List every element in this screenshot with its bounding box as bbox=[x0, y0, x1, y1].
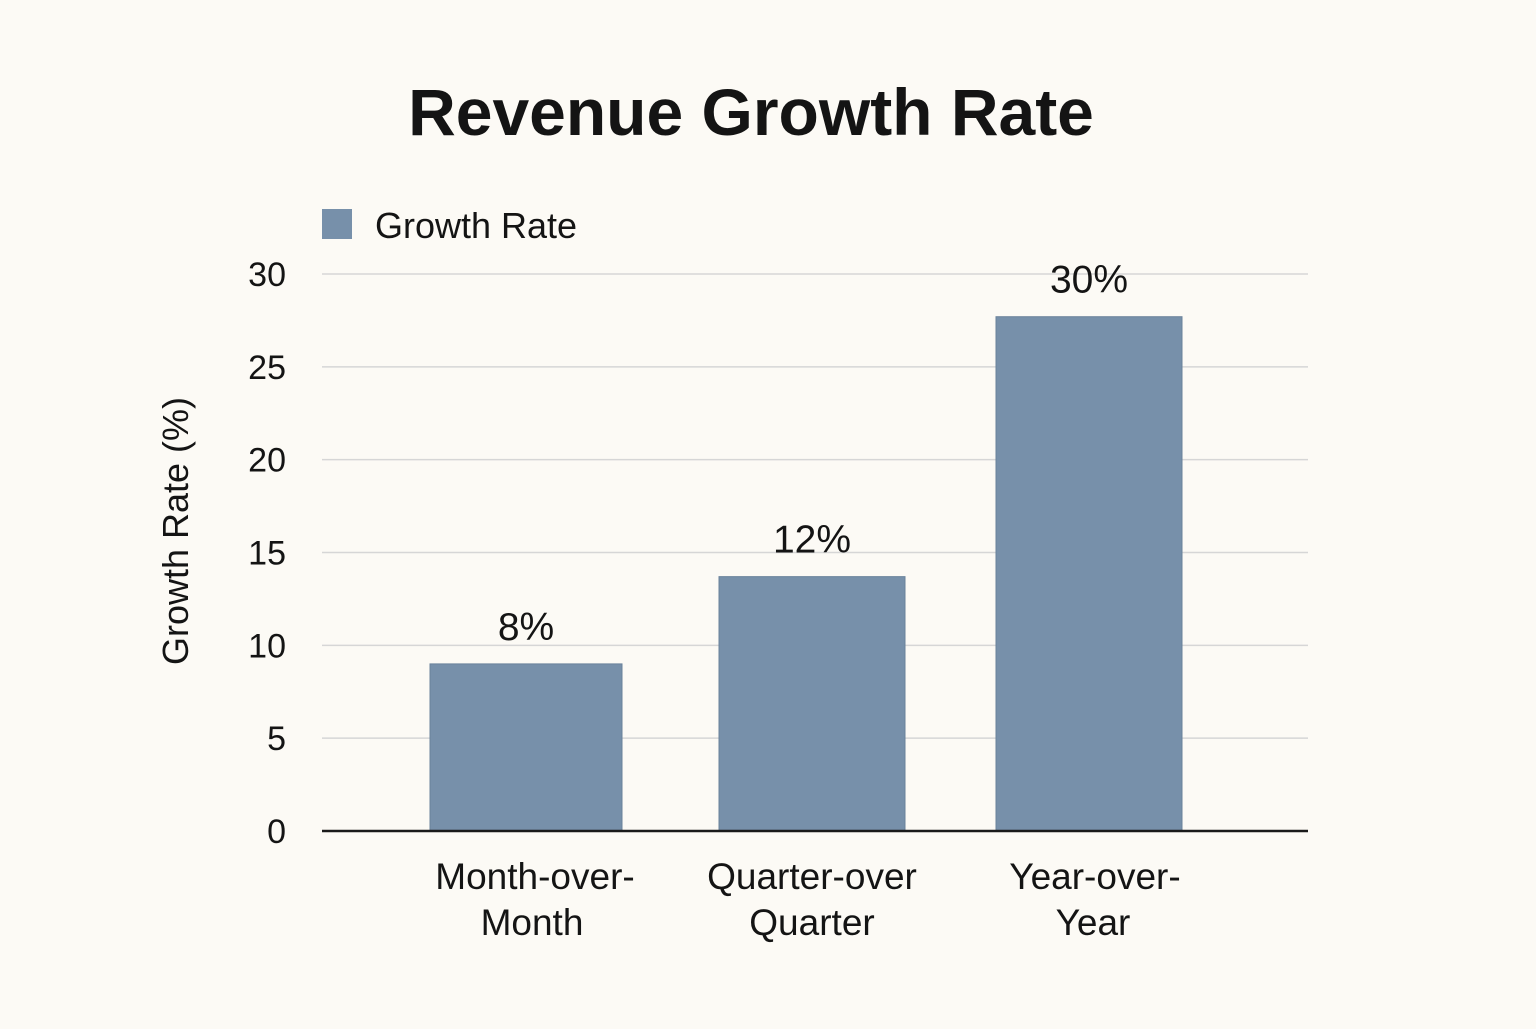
data-label: 12% bbox=[773, 519, 851, 562]
data-label: 30% bbox=[1050, 259, 1128, 302]
bar bbox=[995, 316, 1183, 832]
y-axis-ticks: 0 5 10 15 20 25 30 bbox=[248, 256, 286, 851]
x-tick-label: Month-over- bbox=[435, 856, 634, 897]
y-tick-label: 20 bbox=[248, 442, 286, 480]
y-tick-label: 10 bbox=[248, 627, 286, 665]
x-tick-label: Month bbox=[481, 902, 584, 943]
y-tick-label: 5 bbox=[267, 720, 286, 758]
legend-swatch bbox=[322, 209, 352, 239]
bar bbox=[718, 576, 906, 832]
y-tick-label: 25 bbox=[248, 349, 286, 387]
bar bbox=[429, 663, 623, 832]
y-tick-label: 0 bbox=[267, 813, 286, 851]
x-tick-label: Quarter-over bbox=[707, 856, 917, 897]
y-axis-title: Growth Rate (%) bbox=[155, 397, 196, 665]
x-tick-label: Year bbox=[1056, 902, 1131, 943]
x-tick-label: Year-over- bbox=[1009, 856, 1180, 897]
x-tick-label: Quarter bbox=[749, 902, 874, 943]
data-label: 8% bbox=[498, 606, 554, 649]
y-tick-label: 15 bbox=[248, 535, 286, 573]
legend-label: Growth Rate bbox=[375, 205, 577, 246]
bars bbox=[429, 316, 1183, 832]
data-labels: 8% 12% 30% bbox=[498, 259, 1128, 649]
x-axis-ticks: Month-over- Month Quarter-over Quarter Year-… bbox=[435, 856, 1180, 943]
y-tick-label: 30 bbox=[248, 256, 286, 294]
chart-title: Revenue Growth Rate bbox=[408, 75, 1094, 149]
